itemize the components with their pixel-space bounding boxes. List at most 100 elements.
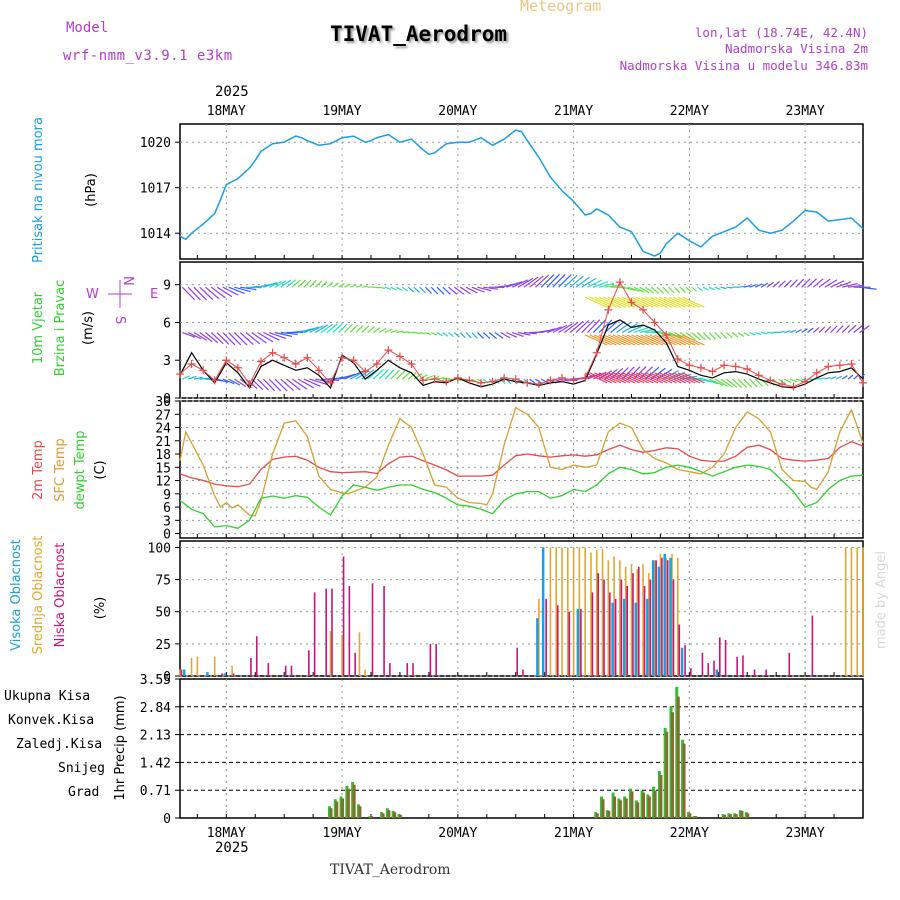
wind-gust-marker — [511, 375, 520, 384]
wind-arrow — [338, 323, 348, 333]
panel1-title: Pritisak na nivou mora — [31, 117, 46, 263]
wind-arrow — [181, 286, 196, 301]
y-tick-label: 0.71 — [140, 784, 171, 799]
wind-arrow — [430, 286, 439, 295]
wind-arrow — [818, 377, 826, 380]
wind-arrow — [332, 282, 340, 288]
compass-west: W — [86, 287, 99, 302]
date-label-bottom: 20MAY — [438, 826, 477, 841]
wind-arrow — [662, 286, 670, 294]
wind-arrow — [584, 296, 608, 308]
wind-arrow — [708, 332, 717, 340]
wind-arrow — [593, 281, 609, 288]
wind-arrow — [309, 378, 328, 386]
wind-arrow — [830, 376, 837, 380]
wind-arrow — [645, 330, 662, 334]
wind-arrow — [714, 286, 721, 290]
wind-arrow — [640, 296, 663, 308]
wind-arrow — [626, 334, 650, 346]
y-tick-label: 0 — [163, 392, 171, 407]
wind-gust-marker — [372, 360, 381, 368]
precip-conv-bar — [613, 796, 617, 818]
wind-arrow — [454, 286, 465, 295]
wind-arrow — [367, 326, 375, 333]
panel2-title-a: 10m Vjetar — [31, 291, 46, 364]
date-label-bottom: 19MAY — [322, 826, 361, 841]
y-tick-label: 75 — [155, 574, 171, 589]
wind-arrow — [326, 323, 338, 333]
wind-arrow — [413, 331, 420, 334]
wind-arrow — [587, 279, 603, 288]
date-label-bottom: 22MAY — [670, 826, 709, 841]
wind-gust-marker — [442, 377, 451, 386]
wind-gust-marker — [708, 367, 717, 376]
wind-arrow — [500, 332, 511, 339]
wind-arrow — [766, 281, 775, 288]
precip-legend-item: Snijeg — [58, 761, 105, 776]
wind-gust-marker — [835, 361, 844, 370]
wind-arrow — [210, 332, 224, 345]
wind-arrow — [523, 276, 539, 288]
panel4-title-b: Srednja Oblacnost — [31, 536, 46, 655]
wind-arrow — [390, 329, 398, 334]
wind-gust-marker — [314, 366, 323, 375]
wind-arrow — [640, 372, 663, 384]
wind-gust-marker — [523, 378, 532, 387]
wind-arrow — [682, 334, 705, 346]
wind-arrow — [714, 378, 728, 387]
temp-2m-line — [179, 440, 864, 488]
lonlat-text: lon,lat (18.74E, 42.4N) — [694, 25, 868, 40]
wind-arrow — [257, 332, 274, 343]
wind-arrow — [407, 372, 417, 380]
panel4-title-a: Visoka Oblacnost — [9, 539, 24, 651]
wind-arrow — [737, 332, 745, 338]
precip-conv-bar — [670, 712, 674, 818]
wind-arrow — [714, 332, 722, 340]
wind-arrow — [749, 378, 758, 388]
panel2-title-b: Brzina i Pravac — [53, 280, 68, 377]
wind-arrow — [245, 332, 261, 345]
wind-arrow — [626, 372, 650, 384]
precip-conv-bar — [676, 696, 680, 818]
wind-gust-marker — [384, 346, 393, 355]
wind-arrow — [645, 286, 655, 294]
wind-gust-marker — [743, 365, 752, 374]
wind-arrow — [569, 320, 584, 333]
wind-arrow — [494, 332, 504, 339]
wind-arrow — [603, 334, 626, 346]
wind-arrow — [263, 282, 277, 288]
wind-gust-marker — [615, 278, 624, 287]
wind-arrow — [631, 296, 654, 308]
wind-arrow — [853, 324, 864, 333]
wind-arrow — [807, 278, 818, 288]
wind-arrow — [594, 372, 617, 384]
wind-arrow — [563, 274, 578, 288]
wind-arrow — [297, 378, 315, 389]
wind-arrow — [640, 334, 663, 346]
wind-arrow — [268, 331, 287, 339]
y-tick-label: 1020 — [140, 136, 171, 151]
wind-arrow — [682, 296, 705, 308]
wind-arrow — [459, 332, 466, 338]
wind-arrow — [222, 332, 236, 346]
wind-arrow — [663, 372, 687, 384]
wind-arrow — [726, 378, 738, 388]
wind-arrow — [621, 334, 645, 346]
wind-gust-marker — [338, 353, 347, 362]
compass-east: E — [150, 287, 158, 302]
precip-legend-item: Ukupna Kisa — [4, 689, 90, 704]
wind-gust-marker — [407, 360, 416, 368]
compass-south: S — [112, 316, 127, 324]
wind-arrow — [789, 378, 798, 383]
wind-arrow — [760, 282, 769, 288]
wind-arrow — [228, 332, 242, 346]
wind-arrow — [737, 285, 745, 288]
wind-arrow — [668, 286, 675, 294]
wind-arrow — [824, 279, 838, 288]
wind-arrow — [627, 366, 641, 380]
precip-conv-bar — [393, 812, 397, 818]
wind-arrow — [419, 286, 426, 294]
wind-gust-marker — [395, 352, 404, 361]
y-tick-label: 6 — [163, 501, 171, 516]
